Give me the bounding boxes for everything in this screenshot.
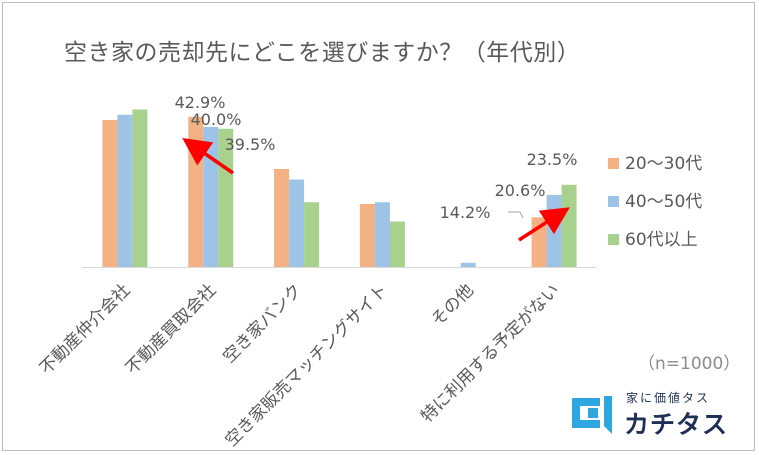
bar bbox=[374, 202, 390, 267]
x-tick-label: 特に利用する予定がない bbox=[417, 280, 563, 426]
bar bbox=[460, 262, 476, 267]
x-tick-label: 不動産仲介会社 bbox=[36, 280, 134, 378]
chart-title: 空き家の売却先にどこを選びますか？（年代別） bbox=[64, 40, 581, 66]
legend-label: 40～50代 bbox=[625, 192, 702, 212]
bar bbox=[188, 116, 204, 267]
x-tick-label: 不動産買取会社 bbox=[122, 280, 220, 378]
legend-swatch bbox=[608, 158, 619, 169]
legend-swatch bbox=[608, 196, 619, 207]
bar bbox=[546, 194, 562, 267]
bar bbox=[289, 179, 305, 267]
bar bbox=[203, 127, 219, 267]
annotation-arrow bbox=[182, 138, 234, 175]
data-label: 42.9% bbox=[175, 93, 226, 112]
logo-mark-icon bbox=[572, 396, 612, 434]
annotation-arrow bbox=[518, 207, 570, 242]
x-tick-label: 空き家販売マッチングサイト bbox=[222, 280, 392, 450]
katitas-logo: 家に価値タス カチタス bbox=[570, 389, 740, 439]
data-label: 23.5% bbox=[527, 150, 578, 169]
x-tick-label: 空き家バンク bbox=[219, 280, 306, 367]
bar bbox=[389, 221, 405, 267]
legend-swatch bbox=[608, 234, 619, 245]
bar bbox=[132, 109, 148, 267]
bar bbox=[304, 202, 320, 267]
data-label: 20.6% bbox=[495, 181, 546, 200]
chart-frame bbox=[2, 2, 755, 451]
bar bbox=[117, 114, 133, 267]
leader-line bbox=[508, 211, 524, 219]
data-label: 14.2% bbox=[440, 203, 491, 222]
sample-size-note: （n=1000） bbox=[638, 354, 741, 374]
data-label: 39.5% bbox=[225, 135, 276, 154]
x-tick-label: その他 bbox=[428, 280, 478, 330]
legend-label: 20～30代 bbox=[625, 154, 702, 174]
bar bbox=[274, 169, 290, 267]
bar bbox=[561, 184, 577, 267]
bar bbox=[359, 204, 375, 267]
logo-name: カチタス bbox=[624, 410, 729, 439]
legend-label: 60代以上 bbox=[625, 230, 698, 250]
data-label: 40.0% bbox=[191, 110, 242, 129]
logo-tagline: 家に価値タス bbox=[626, 391, 711, 405]
bar bbox=[102, 120, 118, 267]
